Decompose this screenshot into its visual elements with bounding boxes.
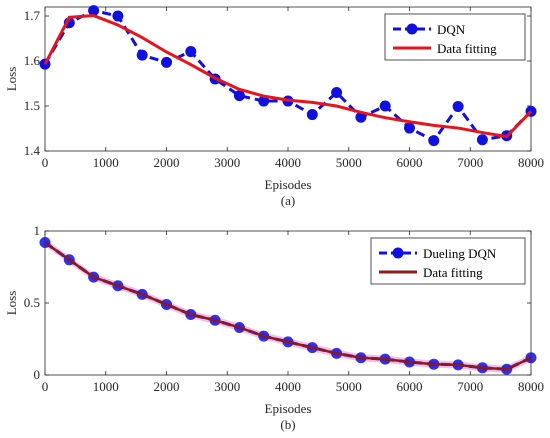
x-tick-label: 4000	[275, 379, 301, 394]
data-point-dqn	[452, 100, 464, 112]
x-tick-label: 5000	[336, 155, 362, 170]
data-point-dqn	[136, 49, 148, 61]
x-tick-label: 7000	[457, 155, 483, 170]
data-point-dqn	[185, 46, 197, 58]
series-line-data-fitting	[44, 241, 532, 371]
tick-labels-b: 0 1000 2000 3000 4000 5000 6000 7000 8000 0 0.5 1	[24, 223, 544, 394]
legend-label-dueling-dqn: Dueling DQN	[423, 246, 497, 261]
data-point-dqn	[161, 56, 172, 68]
series-marks-b	[39, 237, 537, 375]
data-point-dqn	[379, 100, 391, 112]
series-line-data-fitting	[43, 14, 533, 139]
legend-a: DQN Data fitting	[384, 13, 526, 61]
y-axis-label-a: Loss	[4, 67, 19, 92]
x-tick-label: 0	[42, 379, 49, 394]
legend-box-a	[384, 13, 526, 61]
y-tick-label: 1.6	[24, 53, 41, 68]
x-axis-label-a: Episodes	[265, 177, 312, 192]
caption-a: (a)	[281, 193, 295, 208]
x-tick-label: 2000	[154, 155, 180, 170]
chart-panel-b: 0 1000 2000 3000 4000 5000 6000 7000 8000 0 0.5 1 L…	[4, 223, 544, 432]
x-tick-label: 4000	[275, 155, 301, 170]
x-tick-label: 1000	[93, 379, 119, 394]
y-tick-label: 1.4	[24, 143, 41, 158]
legend-label-dqn: DQN	[437, 22, 466, 37]
x-tick-label: 6000	[397, 379, 423, 394]
legend-b: Dueling DQN Data fitting	[370, 237, 526, 285]
x-tick-label: 2000	[154, 379, 180, 394]
x-tick-label: 1000	[93, 155, 119, 170]
data-point-dqn	[258, 95, 270, 107]
x-axis-label-b: Episodes	[265, 401, 312, 416]
legend-marker-dueling-dqn	[392, 247, 404, 259]
data-point-dqn	[331, 87, 343, 98]
tick-marks-b	[44, 230, 532, 376]
x-tick-label: 8000	[518, 379, 544, 394]
x-tick-label: 6000	[397, 155, 423, 170]
y-tick-label: 1.7	[24, 8, 41, 23]
x-tick-label: 3000	[214, 155, 240, 170]
y-axis-label-b: Loss	[4, 291, 19, 316]
x-tick-label: 0	[42, 155, 49, 170]
y-tick-label: 1	[34, 223, 41, 238]
x-tick-label: 8000	[518, 155, 544, 170]
data-point-dqn	[355, 111, 367, 123]
legend-label-fit-a: Data fitting	[437, 41, 497, 56]
legend-marker-dqn	[406, 23, 418, 35]
data-point-dqn	[428, 135, 440, 147]
y-tick-label: 1.5	[24, 98, 40, 113]
caption-b: (b)	[280, 417, 295, 432]
chart-panel-a: 0 1000 2000 3000 4000 5000 6000 7000 8000 1.4 1.5 1…	[4, 5, 544, 208]
data-point-dqn	[306, 109, 318, 121]
x-tick-label: 3000	[214, 379, 240, 394]
x-tick-label: 7000	[457, 379, 483, 394]
tick-labels-a: 0 1000 2000 3000 4000 5000 6000 7000 8000 1.4 1.5 1…	[24, 8, 544, 170]
data-point-dqn	[112, 10, 124, 22]
series-marks-a	[39, 5, 537, 147]
data-point-dqn	[476, 134, 488, 146]
data-point-dqn	[233, 90, 245, 102]
legend-box-b	[370, 237, 526, 285]
tick-marks-a	[44, 7, 532, 152]
y-tick-label: 0	[34, 367, 41, 382]
legend-label-fit-b: Data fitting	[423, 265, 483, 280]
y-tick-label: 0.5	[24, 295, 40, 310]
data-point-dqn	[88, 5, 100, 17]
data-point-dqn	[404, 122, 415, 134]
x-tick-label: 5000	[336, 379, 362, 394]
